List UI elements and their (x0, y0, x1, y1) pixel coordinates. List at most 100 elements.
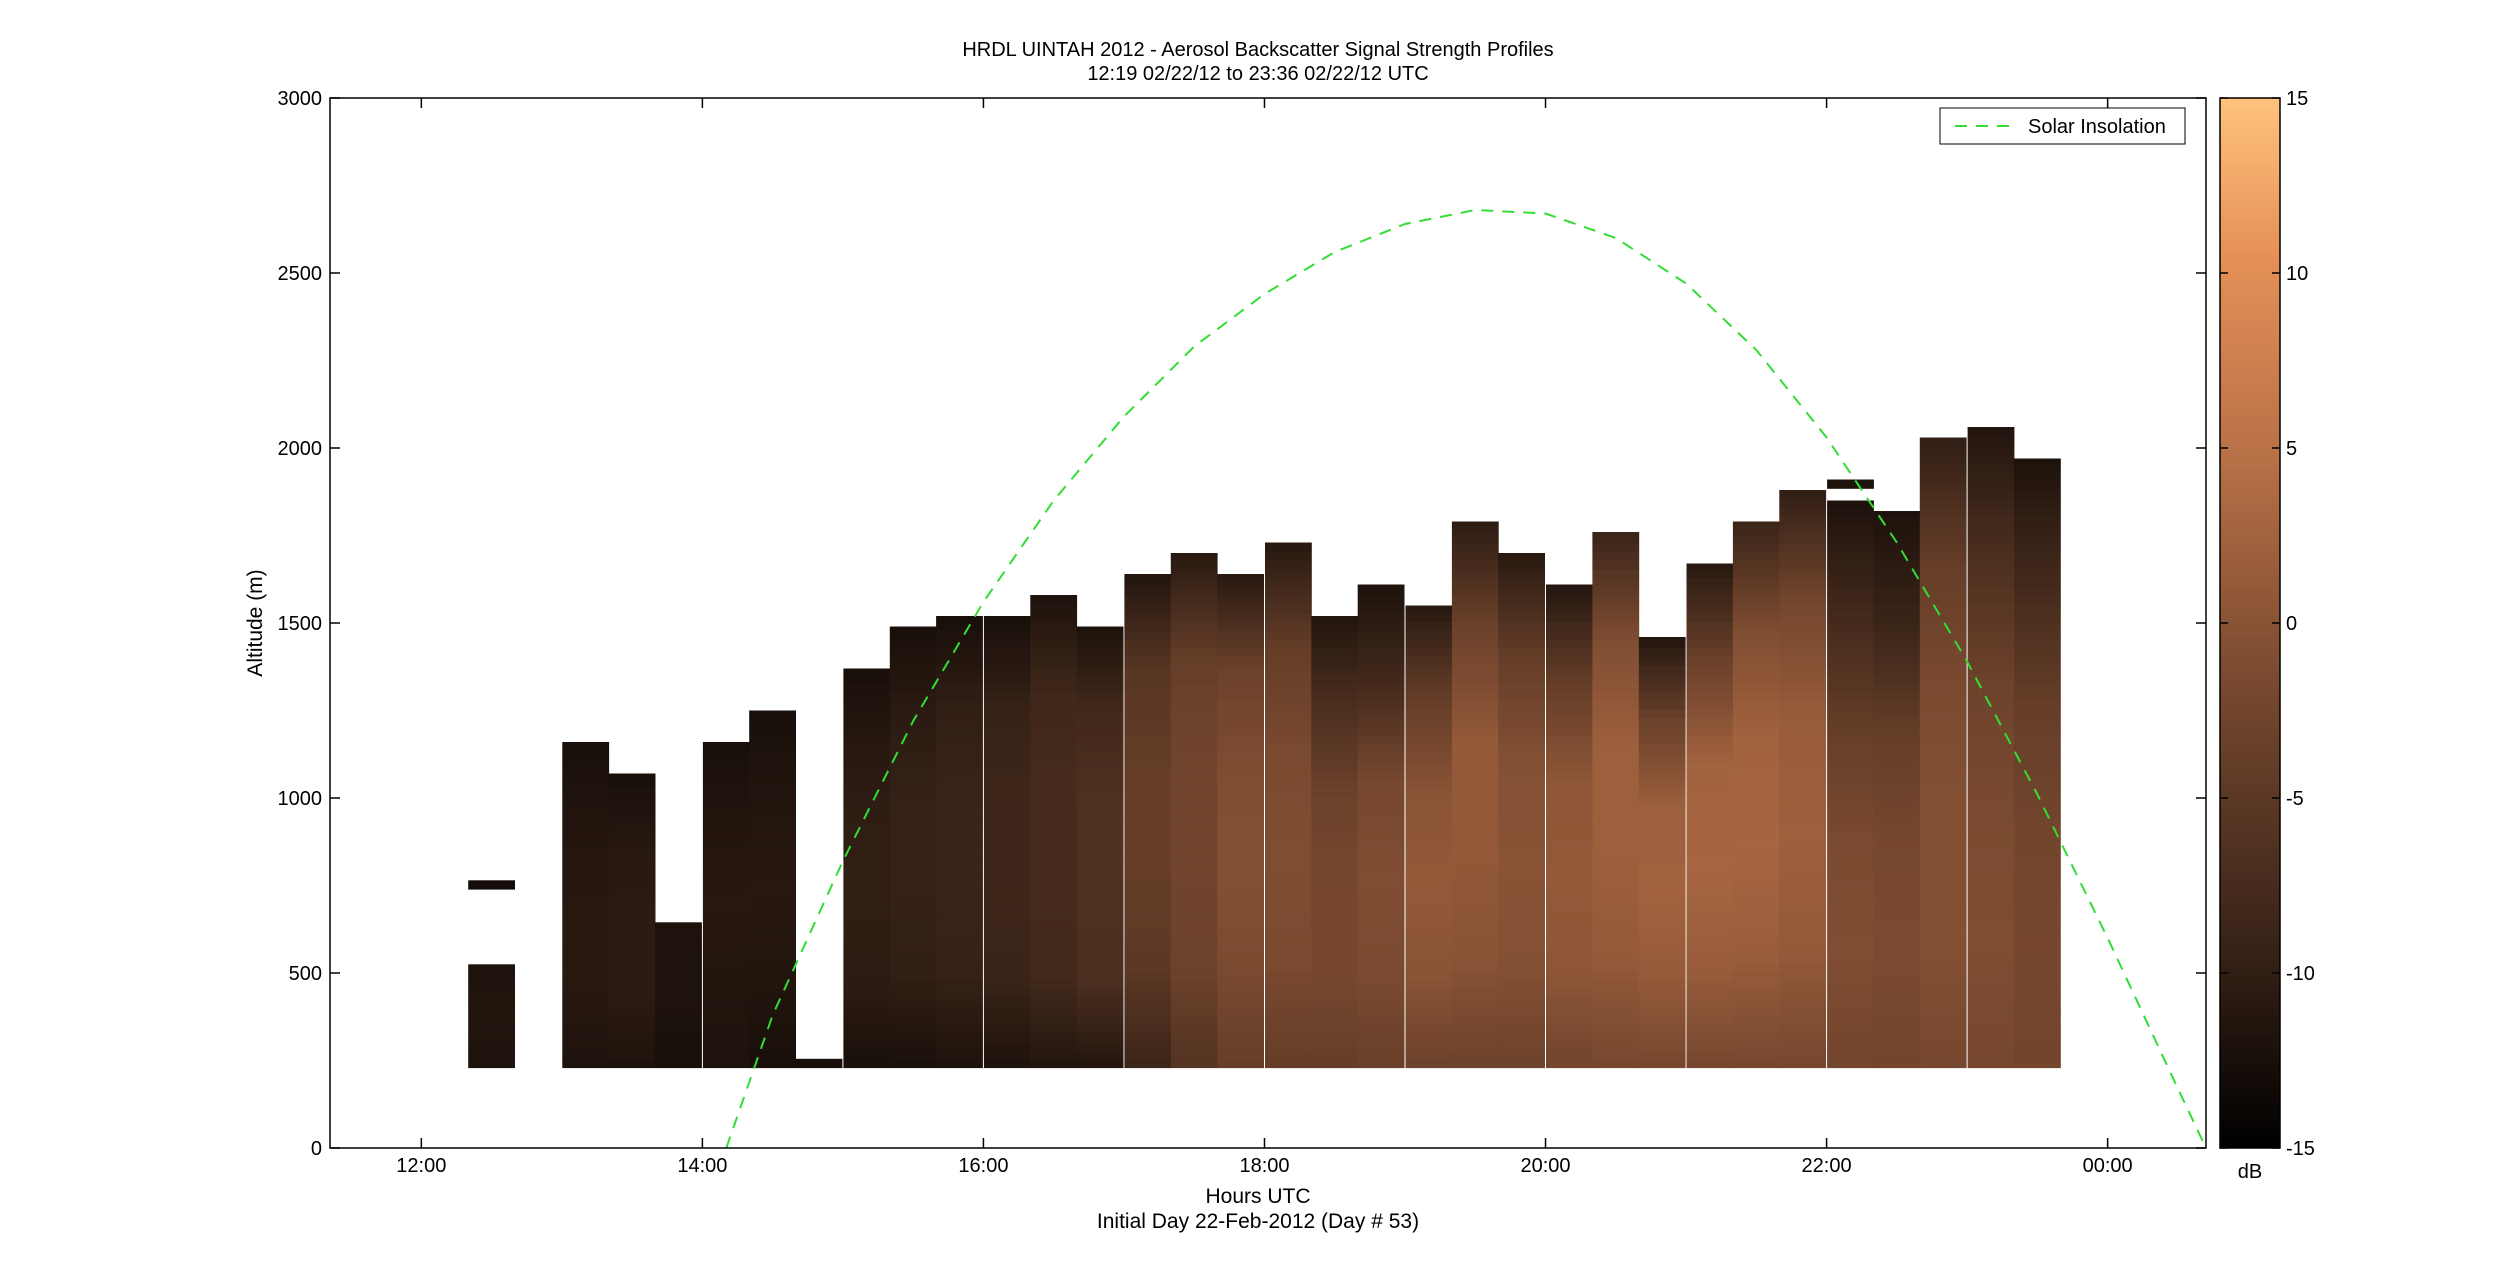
profile-cell (1919, 551, 1967, 561)
profile-cell (1967, 507, 2015, 517)
profile-cell (1405, 630, 1453, 640)
profile-cell (1732, 1023, 1780, 1034)
profile-cell (1732, 936, 1780, 946)
profile-cell (1638, 682, 1686, 692)
profile-cell (1124, 953, 1172, 964)
profile-cell (1967, 1015, 2015, 1025)
profile-cell (1967, 427, 2015, 430)
profile-cell (1076, 761, 1124, 771)
profile-cell (1030, 918, 1078, 929)
profile-cell (1638, 1041, 1686, 1051)
profile-cell (702, 971, 750, 981)
profile-cell (1546, 717, 1593, 727)
profile-cell (889, 857, 937, 867)
profile-cell (2014, 560, 2061, 570)
profile-cell (1498, 848, 1545, 859)
profile-cell (1311, 892, 1359, 902)
profile-cell (1967, 857, 2015, 867)
profile-cell (2014, 936, 2061, 946)
profile-cell (1686, 1050, 1734, 1060)
profile-cell (1873, 568, 1921, 579)
profile-cell (1779, 542, 1827, 552)
profile-cell (1967, 770, 2015, 780)
profile-cell (1217, 813, 1264, 824)
profile-cell (655, 1058, 702, 1069)
profile-cell (1217, 1041, 1264, 1051)
profile-cell (1919, 638, 1967, 649)
profile-cell (1919, 682, 1967, 692)
profile-cell (936, 796, 983, 806)
profile-cell (1311, 997, 1359, 1007)
profile-cell (936, 778, 983, 789)
profile-cell (1357, 1032, 1405, 1042)
profile-cell (1124, 726, 1172, 736)
profile-cell (1592, 717, 1640, 727)
profile-cell (1686, 1058, 1734, 1069)
profile-cell (1732, 621, 1780, 631)
profile-cell (1170, 770, 1218, 780)
profile-cell (1498, 691, 1545, 701)
profile-cell (983, 691, 1031, 701)
profile-cell (2014, 551, 2061, 561)
profile-cell (1076, 892, 1124, 902)
profile-cell (1217, 980, 1264, 990)
x-tick-label: 22:00 (1802, 1155, 1852, 1177)
profile-column (608, 773, 656, 1069)
profile-cell (1076, 778, 1124, 789)
profile-cell (1592, 796, 1640, 806)
x-axis-ticks: 12:00 14:00 16:00 18:00 20:00 22:00 00:00 (396, 98, 2133, 1177)
profile-cell (983, 831, 1031, 841)
profile-cell (1919, 586, 1967, 596)
profile-cell (1638, 936, 1686, 946)
profile-cell (1779, 525, 1827, 535)
profile-cell (749, 770, 796, 780)
profile-cell (1076, 918, 1124, 929)
profile-cell (1311, 875, 1359, 885)
colorbar-tick-label: 5 (2286, 438, 2297, 460)
profile-cell (1124, 682, 1172, 692)
profile-cell (1076, 805, 1124, 815)
x-tick-label: 12:00 (396, 1155, 446, 1177)
profile-cell (1919, 997, 1967, 1007)
profile-cell (1686, 563, 1734, 570)
profile-cell (983, 735, 1031, 745)
profile-cell (1217, 595, 1264, 605)
profile-cell (1124, 813, 1172, 824)
profile-cell (1546, 691, 1593, 701)
profile-cell (1827, 971, 1874, 981)
profile-cell (1592, 673, 1640, 684)
x-tick-label: 00:00 (2083, 1155, 2133, 1177)
profile-cell (1217, 673, 1264, 684)
profile-cell (1732, 770, 1780, 780)
profile-cell (1217, 1050, 1264, 1060)
profile-cell (1592, 533, 1640, 544)
profile-cell (1827, 857, 1874, 867)
profile-cell (843, 1032, 891, 1042)
profile-cell (1686, 901, 1734, 911)
profile-cell (1967, 542, 2015, 552)
profile-cell (1170, 665, 1218, 675)
profile-cell (1076, 866, 1124, 876)
profile-cell (1967, 848, 2015, 859)
profile-cell (2014, 472, 2061, 482)
profile-cell (1030, 691, 1078, 701)
profile-cell (1873, 875, 1921, 885)
profile-cell (1827, 901, 1874, 911)
profile-cell (889, 997, 937, 1007)
profile-cell (562, 770, 610, 780)
profile-cell (1827, 962, 1874, 972)
profile-cell (1873, 612, 1921, 622)
profile-cell (1405, 770, 1453, 780)
profile-cell (1779, 603, 1827, 614)
profile-cell (1873, 945, 1921, 955)
profile-cell (1967, 568, 2015, 579)
profile-cell (889, 822, 937, 832)
profile-cell (562, 787, 610, 797)
profile-cell (1357, 743, 1405, 754)
profile-cell (1686, 603, 1734, 614)
profile-cell (1779, 700, 1827, 710)
profile-cell (1357, 866, 1405, 876)
profile-cell (1638, 1006, 1686, 1016)
profile-cell (702, 742, 750, 745)
